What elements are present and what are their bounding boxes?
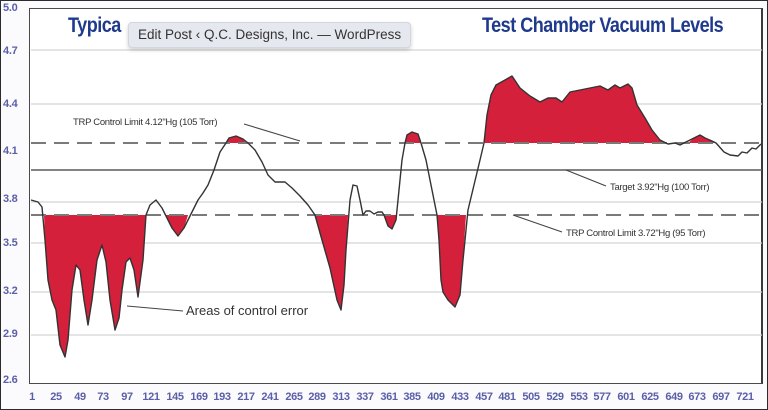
title-right: Test Chamber Vacuum Levels <box>481 14 724 37</box>
y-tick-label: 4.7 <box>3 45 18 57</box>
x-tick-label: 409 <box>427 391 445 403</box>
y-tick-label: 3.2 <box>3 285 18 297</box>
x-tick-label: 49 <box>74 391 86 403</box>
y-tick-label: 3.5 <box>3 237 18 249</box>
x-tick-label: 601 <box>617 391 635 403</box>
control-error-areas <box>44 76 716 357</box>
control-error-label: Areas of control error <box>186 303 309 318</box>
y-tick-label: 2.6 <box>3 374 18 386</box>
plot-area <box>29 8 763 384</box>
y-tick-label: 4.1 <box>3 145 18 157</box>
x-tick-label: 265 <box>285 391 303 403</box>
chart-title: Typica Test Chamber Vacuum Levels <box>68 14 724 38</box>
x-tick-label: 673 <box>688 391 706 403</box>
x-tick-label: 217 <box>237 391 255 403</box>
x-tick-label: 145 <box>166 391 184 403</box>
x-tick-label: 457 <box>475 391 493 403</box>
data-line <box>30 75 762 358</box>
x-tick-label: 241 <box>261 391 279 403</box>
y-tick-label: 4.4 <box>3 98 18 110</box>
target-label: Target 3.92"Hg (100 Torr) <box>610 182 710 193</box>
x-tick-label: 433 <box>451 391 469 403</box>
x-tick-label: 313 <box>332 391 350 403</box>
upper-limit-label: TRP Control Limit 4.12"Hg (105 Torr) <box>73 117 218 128</box>
x-tick-label: 289 <box>308 391 326 403</box>
annotation-leaders <box>126 123 607 312</box>
x-tick-label: 169 <box>190 391 208 403</box>
x-tick-label: 385 <box>403 391 421 403</box>
x-tick-label: 25 <box>50 391 62 403</box>
y-axis: 5.0 4.7 4.4 4.1 3.8 3.5 3.2 2.9 2.6 <box>0 0 28 410</box>
x-tick-label: 721 <box>736 391 754 403</box>
x-tick-label: 1 <box>29 391 35 403</box>
x-tick-label: 337 <box>356 391 374 403</box>
browser-tab-tooltip: Edit Post ‹ Q.C. Designs, Inc. — WordPre… <box>128 22 412 48</box>
x-tick-label: 577 <box>593 391 611 403</box>
title-left: Typica <box>68 14 121 37</box>
x-tick-label: 529 <box>546 391 564 403</box>
lower-limit-label: TRP Control Limit 3.72"Hg (95 Torr) <box>566 228 706 239</box>
x-tick-label: 73 <box>97 391 109 403</box>
y-tick-label: 5.0 <box>3 2 18 14</box>
x-tick-label: 625 <box>641 391 659 403</box>
x-tick-label: 193 <box>213 391 231 403</box>
x-tick-label: 505 <box>522 391 540 403</box>
y-tick-label: 2.9 <box>3 328 18 340</box>
x-tick-label: 697 <box>712 391 730 403</box>
x-tick-label: 481 <box>498 391 516 403</box>
x-tick-label: 649 <box>665 391 683 403</box>
x-tick-label: 97 <box>121 391 133 403</box>
y-tick-label: 3.8 <box>3 193 18 205</box>
x-tick-label: 361 <box>380 391 398 403</box>
x-tick-label: 121 <box>142 391 160 403</box>
x-axis: 1 25 49 73 97 121 145 169 193 217 241 26… <box>0 388 768 408</box>
x-tick-label: 553 <box>570 391 588 403</box>
gridlines <box>31 49 762 336</box>
